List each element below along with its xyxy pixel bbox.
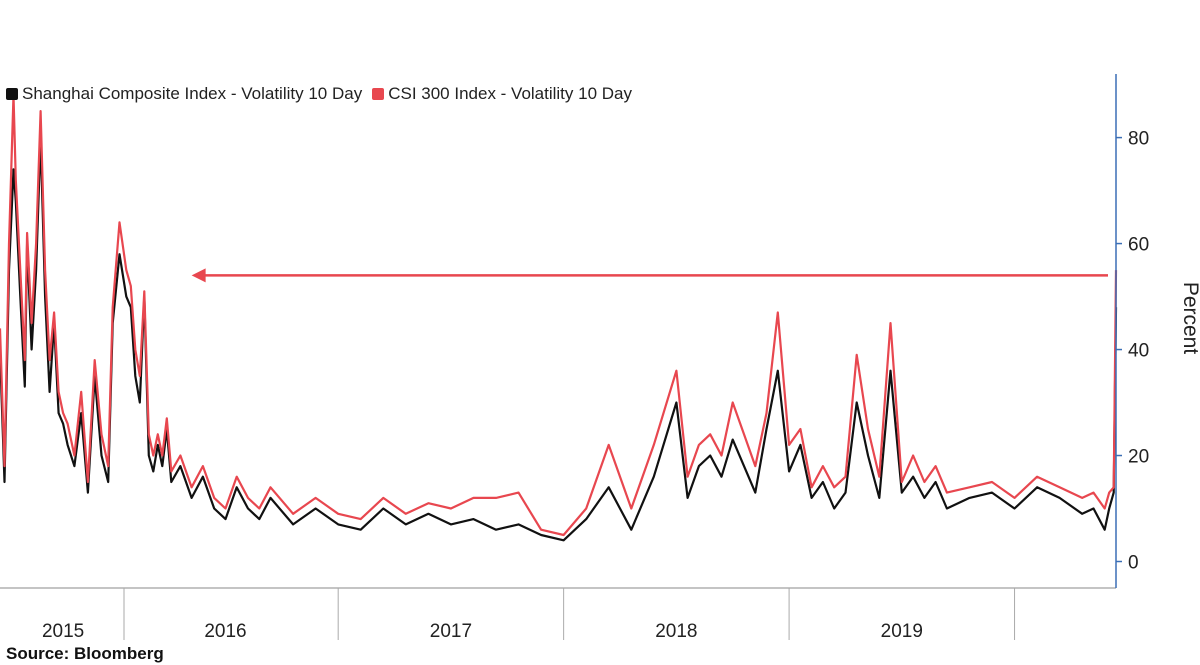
annotation-arrow-head: [191, 268, 206, 283]
legend-item-csi300: CSI 300 Index - Volatility 10 Day: [372, 84, 632, 104]
legend-label-shanghai: Shanghai Composite Index - Volatility 10…: [22, 84, 363, 103]
y-tick-label: 60: [1128, 235, 1149, 256]
legend-swatch-shanghai: [6, 88, 18, 100]
x-tick-label: 2016: [204, 621, 246, 642]
y-tick-label: 80: [1128, 129, 1149, 150]
x-tick-label: 2015: [42, 621, 84, 642]
x-tick-label: 2018: [655, 621, 697, 642]
legend-item-shanghai: Shanghai Composite Index - Volatility 10…: [6, 84, 362, 104]
y-axis-label: Percent: [1179, 281, 1200, 355]
legend: Shanghai Composite Index - Volatility 10…: [6, 84, 632, 104]
series-line-csi300: [0, 94, 1118, 537]
y-tick-label: 0: [1128, 553, 1139, 574]
series-line-shanghai: [0, 136, 1118, 542]
legend-swatch-csi300: [372, 88, 385, 100]
x-tick-label: 2019: [881, 621, 923, 642]
legend-label-csi300: CSI 300 Index - Volatility 10 Day: [388, 84, 632, 103]
source-note: Source: Bloomberg: [6, 644, 164, 663]
y-tick-label: 20: [1128, 447, 1149, 468]
x-tick-label: 2017: [430, 621, 472, 642]
y-tick-label: 40: [1128, 341, 1149, 362]
